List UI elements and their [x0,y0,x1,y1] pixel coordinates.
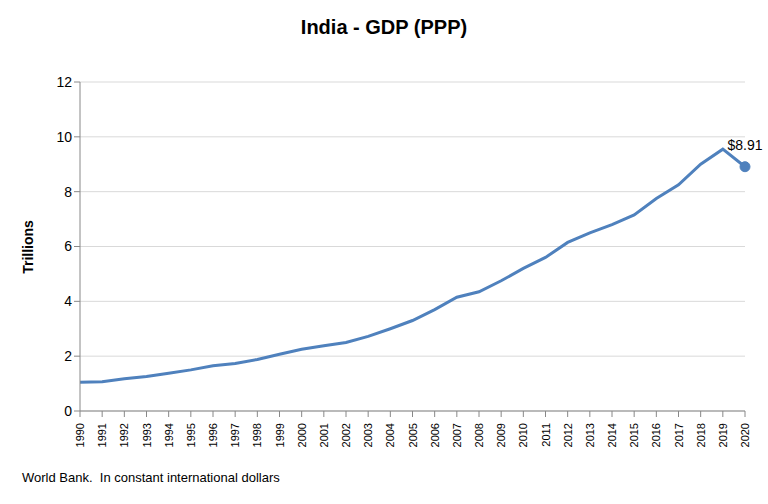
svg-text:12: 12 [56,74,72,90]
svg-text:2020: 2020 [739,423,751,447]
svg-text:2009: 2009 [495,423,507,447]
html-text:Trillions: Trillions [20,220,36,274]
svg-text:1995: 1995 [185,423,197,447]
svg-text:6: 6 [64,238,72,254]
svg-text:1994: 1994 [163,423,175,447]
svg-text:2014: 2014 [606,423,618,447]
svg-text:1999: 1999 [274,423,286,447]
svg-text:1993: 1993 [141,423,153,447]
svg-text:2019: 2019 [717,423,729,447]
svg-text:2004: 2004 [384,423,396,447]
svg-text:1997: 1997 [229,423,241,447]
svg-text:2017: 2017 [673,423,685,447]
svg-text:10: 10 [56,129,72,145]
html-text:India - GDP (PPP): India - GDP (PPP) [300,16,468,38]
svg-text:2016: 2016 [650,423,662,447]
svg-text:2013: 2013 [584,423,596,447]
svg-text:2008: 2008 [473,423,485,447]
svg-text:1990: 1990 [74,423,86,447]
svg-text:$8.91: $8.91 [727,137,760,153]
svg-text:2011: 2011 [540,423,552,447]
svg-text:1991: 1991 [96,423,108,447]
svg-text:2001: 2001 [318,423,330,447]
svg-text:2005: 2005 [407,423,419,447]
svg-text:2000: 2000 [296,423,308,447]
svg-text:2007: 2007 [451,423,463,447]
svg-text:2003: 2003 [362,423,374,447]
svg-text:8: 8 [64,184,72,200]
html-text:World Bank. In constant intern: World Bank. In constant international do… [22,470,280,485]
svg-text:1992: 1992 [118,423,130,447]
svg-text:4: 4 [64,293,72,309]
svg-text:2018: 2018 [695,423,707,447]
svg-text:2012: 2012 [562,423,574,447]
svg-text:2006: 2006 [429,423,441,447]
svg-text:1996: 1996 [207,423,219,447]
svg-text:2015: 2015 [628,423,640,447]
svg-text:1998: 1998 [251,423,263,447]
svg-text:2002: 2002 [340,423,352,447]
svg-text:2010: 2010 [517,423,529,447]
svg-text:0: 0 [64,403,72,419]
svg-text:2: 2 [64,348,72,364]
